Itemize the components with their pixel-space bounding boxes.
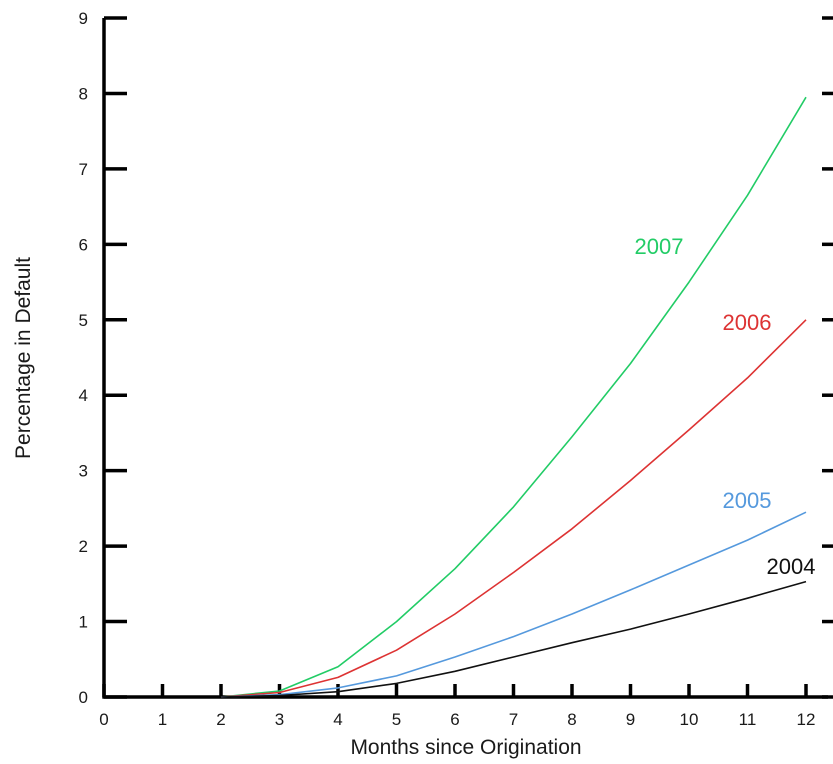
- x-tick-label: 7: [509, 710, 518, 729]
- x-tick-label: 3: [275, 710, 284, 729]
- x-tick-label: 0: [99, 710, 108, 729]
- y-tick-label: 9: [79, 9, 88, 28]
- x-tick-label: 9: [626, 710, 635, 729]
- x-tick-label: 10: [680, 710, 699, 729]
- x-tick-label: 6: [450, 710, 459, 729]
- x-tick-label: 1: [158, 710, 167, 729]
- series-line-2005: [220, 511, 807, 698]
- y-tick-label: 8: [79, 84, 88, 103]
- y-tick-label: 2: [79, 537, 88, 556]
- y-tick-label: 4: [79, 386, 88, 405]
- series-label-2005: 2005: [723, 488, 772, 513]
- x-tick-label: 12: [797, 710, 816, 729]
- x-tick-label: 2: [216, 710, 225, 729]
- x-tick-label: 11: [739, 710, 757, 729]
- y-tick-label: 0: [79, 688, 88, 707]
- x-tick-label: 8: [567, 710, 576, 729]
- x-tick-label: 4: [333, 710, 342, 729]
- series-line-2007: [220, 96, 807, 698]
- x-axis-title: Months since Origination: [350, 736, 581, 759]
- y-tick-label: 7: [79, 160, 88, 179]
- y-axis-title: Percentage in Default: [12, 257, 35, 459]
- series-label-2004: 2004: [767, 554, 816, 579]
- y-tick-label: 6: [79, 235, 88, 254]
- series-lines: [220, 96, 807, 698]
- series-label-2006: 2006: [723, 310, 772, 335]
- series-line-2006: [220, 319, 807, 698]
- series-line-2004: [220, 580, 807, 698]
- y-tick-label: 3: [79, 462, 88, 481]
- y-tick-label: 1: [79, 613, 88, 632]
- y-tick-label: 5: [79, 311, 88, 330]
- series-label-2007: 2007: [635, 234, 684, 259]
- x-tick-label: 5: [392, 710, 401, 729]
- series-labels: 2007 2006 2005 2004: [635, 234, 816, 579]
